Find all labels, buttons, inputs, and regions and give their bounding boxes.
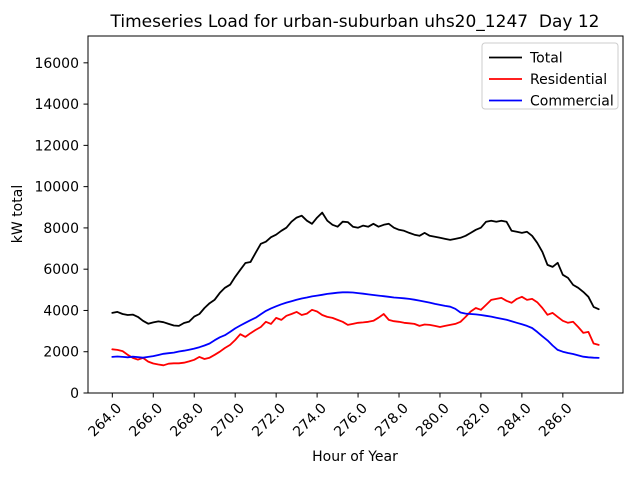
- y-tick-label: 14000: [34, 97, 79, 113]
- y-tick-label: 4000: [43, 303, 79, 319]
- y-tick-label: 10000: [34, 180, 79, 196]
- legend-label: Total: [529, 51, 563, 67]
- x-tick-label: 282.0: [454, 401, 494, 441]
- y-tick-label: 8000: [43, 221, 79, 237]
- x-tick-label: 280.0: [413, 401, 453, 441]
- x-axis-ticks: 264.0 266.0 268.0 270.0 272.0 274.0 276.0 278.0…: [85, 393, 576, 441]
- x-tick-label: 272.0: [249, 401, 289, 441]
- x-tick-label: 266.0: [126, 401, 166, 441]
- x-tick-label: 276.0: [331, 401, 371, 441]
- x-axis-label: Hour of Year: [312, 449, 398, 465]
- y-tick-label: 12000: [34, 138, 79, 154]
- y-tick-label: 0: [70, 386, 79, 402]
- x-tick-label: 286.0: [536, 401, 576, 441]
- legend-label: Commercial: [530, 94, 614, 110]
- y-axis-label: kW total: [10, 185, 26, 243]
- chart-series: [111, 211, 600, 367]
- series-line-total: [111, 211, 600, 327]
- y-tick-label: 16000: [34, 56, 79, 72]
- x-tick-label: 284.0: [495, 401, 535, 441]
- x-tick-label: 274.0: [290, 401, 330, 441]
- x-tick-label: 264.0: [85, 401, 125, 441]
- y-axis-ticks: 0 2000 4000 6000 8000 10000 12000 14000 16000: [34, 56, 88, 402]
- x-tick-label: 268.0: [167, 401, 207, 441]
- x-tick-label: 270.0: [208, 401, 248, 441]
- legend: Total Residential Commercial: [481, 42, 619, 110]
- x-tick-label: 278.0: [372, 401, 412, 441]
- legend-box: [481, 42, 619, 110]
- chart-title: Timeseries Load for urban-suburban uhs20…: [110, 12, 600, 32]
- series-line-commercial: [111, 291, 600, 359]
- y-tick-label: 6000: [43, 262, 79, 278]
- legend-label: Residential: [530, 72, 607, 88]
- y-tick-label: 2000: [43, 345, 79, 361]
- series-line-residential: [111, 295, 600, 367]
